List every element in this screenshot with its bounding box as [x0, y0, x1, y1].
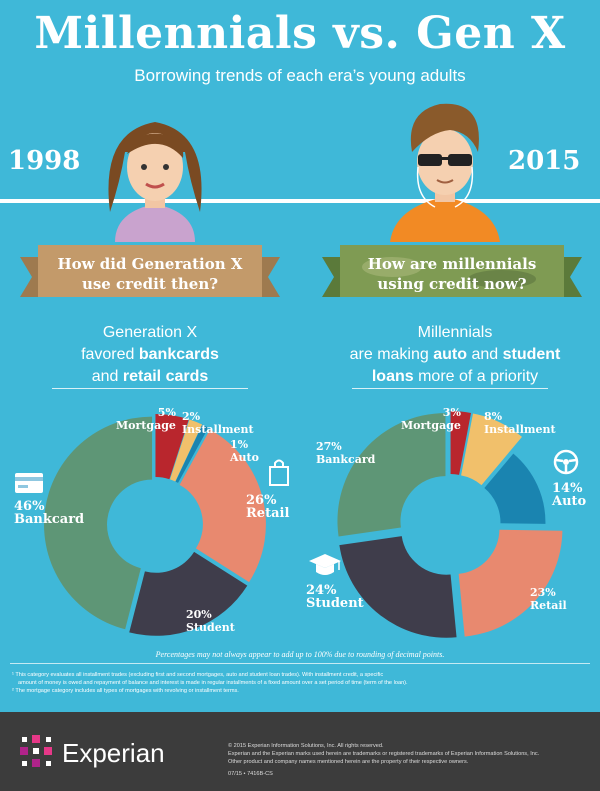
millennial-label-retail: 23% Retail: [530, 586, 567, 612]
experian-brand: Experian: [62, 738, 165, 768]
timeline-line: [0, 199, 600, 203]
genx-label-auto: 1% Auto: [230, 438, 259, 464]
graduation-cap-icon: [309, 554, 341, 575]
millennial-slice-student: [339, 536, 457, 638]
genx-slice-student: [129, 551, 248, 636]
millennial-slice-mortgage: [450, 411, 472, 475]
copyright-text: © 2015 Experian Information Solutions, I…: [228, 743, 540, 777]
page-title: Millennials vs. Gen X: [34, 8, 566, 59]
genx-label-retail: 26% Retail: [246, 493, 290, 521]
millennial-slice-installment: [461, 413, 522, 486]
millennial-donut-chart: [337, 411, 563, 638]
millennial-slice-retail: [458, 529, 563, 637]
footnotes: ¹ This category evaluates all installmen…: [12, 672, 408, 694]
genx-label-mortgage: 5% Mortgage: [116, 406, 176, 432]
page-subtitle: Borrowing trends of each era’s young adu…: [134, 66, 466, 85]
millennial-man-illustration: [390, 103, 500, 242]
genx-divider: [52, 388, 248, 389]
year-right: 2015: [508, 146, 581, 176]
genx-slice-auto: [175, 424, 209, 483]
millennial-divider: [352, 388, 548, 389]
steering-wheel-icon: [553, 449, 579, 475]
genx-label-installment: 2% Installment: [182, 410, 254, 436]
millennial-description: Millennials are making auto and student …: [349, 324, 561, 385]
genx-slice-bankcard: [44, 416, 153, 630]
millennial-slice-auto: [484, 453, 546, 524]
millennial-label-mortgage: 3% Mortgage: [401, 406, 461, 432]
millennial-ribbon: [322, 245, 582, 297]
genx-ribbon: [20, 245, 280, 297]
genx-slice-mortgage: [155, 414, 189, 480]
millennial-label-installment: 8% Installment: [484, 410, 556, 436]
genx-donut-chart: [44, 414, 266, 636]
genx-description: Generation X favored bankcards and retai…: [81, 324, 219, 385]
millennial-ribbon-text: How are millennials using credit now?: [367, 255, 537, 293]
millennial-slice-bankcard: [337, 413, 446, 537]
year-left: 1998: [8, 146, 81, 176]
genx-woman-illustration: [108, 122, 202, 242]
genx-slice-retail: [179, 429, 266, 583]
shopping-bag-icon: [269, 459, 289, 486]
experian-logo-icon: [20, 735, 52, 767]
genx-label-student: 20% Student: [186, 608, 235, 634]
credit-card-icon: [15, 473, 43, 493]
footer-bar: [0, 712, 600, 791]
millennial-label-bankcard: 27% Bankcard: [316, 440, 376, 466]
genx-label-bankcard: 46% Bankcard: [14, 499, 85, 527]
genx-slice-installment: [170, 419, 203, 482]
millennial-label-auto: 14% Auto: [552, 481, 587, 509]
footnote-divider: [10, 663, 590, 664]
rounding-note: Percentages may not always appear to add…: [155, 650, 445, 659]
millennial-label-student: 24% Student: [306, 583, 364, 611]
